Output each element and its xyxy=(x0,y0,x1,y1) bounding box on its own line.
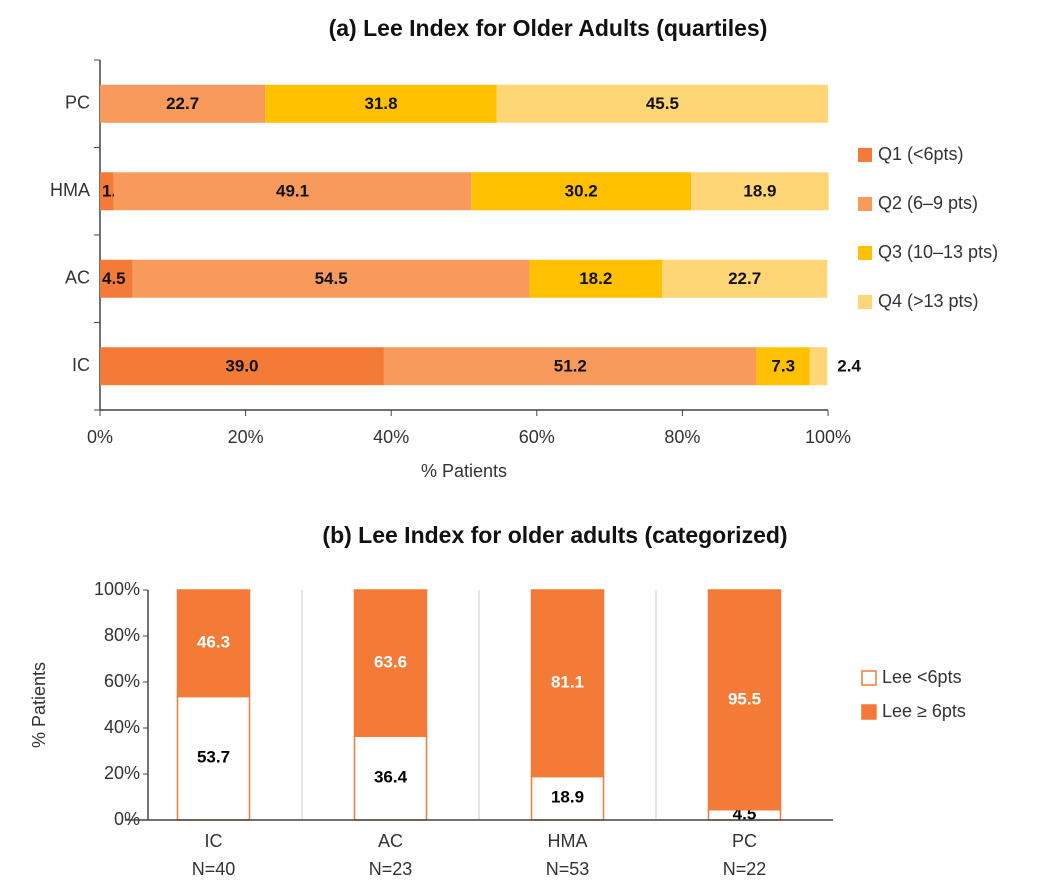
data-label: 54.5 xyxy=(315,269,348,288)
legend-label: Q4 (>13 pts) xyxy=(878,291,979,311)
x-tick-label: 40% xyxy=(373,427,409,447)
bar-segment xyxy=(707,589,782,811)
legend-swatch xyxy=(858,197,872,211)
data-label: 18.2 xyxy=(579,269,612,288)
y-tick-label: 20% xyxy=(104,763,140,783)
y-tick-label: HMA xyxy=(50,180,90,200)
x-tick-label: AC xyxy=(378,831,403,851)
legend-swatch xyxy=(861,670,877,686)
bar-segment xyxy=(530,589,605,778)
data-label: 46.3 xyxy=(197,633,230,652)
data-label: 30.2 xyxy=(565,182,598,201)
x-tick-label: HMA xyxy=(548,831,588,851)
data-label: 7.3 xyxy=(771,357,795,376)
legend-label: Q1 (<6pts) xyxy=(878,144,964,164)
bar-segment xyxy=(756,347,810,386)
legend-label: Q3 (10–13 pts) xyxy=(878,242,998,262)
bar-segment xyxy=(809,347,828,386)
bar-segment xyxy=(100,347,384,386)
x-tick-sublabel: N=23 xyxy=(369,859,413,879)
bar-segment xyxy=(132,259,530,298)
data-label: 18.9 xyxy=(743,182,776,201)
x-tick-sublabel: N=22 xyxy=(723,859,767,879)
data-label: 53.7 xyxy=(197,748,230,767)
x-tick-label: PC xyxy=(732,831,757,851)
chart-title: (b) Lee Index for older adults (categori… xyxy=(322,522,787,548)
bar-segment xyxy=(471,172,692,211)
chart-title: (a) Lee Index for Older Adults (quartile… xyxy=(329,15,768,41)
x-tick-sublabel: N=40 xyxy=(192,859,236,879)
y-tick-label: IC xyxy=(72,355,90,375)
legend-label: Q2 (6–9 pts) xyxy=(878,193,978,213)
data-label: 31.8 xyxy=(364,94,397,113)
x-tick-label: 60% xyxy=(519,427,555,447)
bar-segment xyxy=(496,84,828,123)
legend-swatch xyxy=(861,704,877,720)
data-label: 22.7 xyxy=(728,269,761,288)
bar-segment xyxy=(691,172,829,211)
legend-swatch xyxy=(858,148,872,162)
bar-segment xyxy=(100,259,133,298)
legend-swatch xyxy=(858,246,872,260)
x-tick-sublabel: N=53 xyxy=(546,859,590,879)
x-tick-label: 20% xyxy=(228,427,264,447)
x-tick-label: 0% xyxy=(87,427,113,447)
x-tick-label: IC xyxy=(205,831,223,851)
y-axis-label: % Patients xyxy=(29,662,49,748)
data-label: 39.0 xyxy=(225,357,258,376)
data-label: 2.4 xyxy=(837,357,861,376)
bar-segment xyxy=(529,259,663,298)
bar-segment xyxy=(113,172,472,211)
y-tick-label: 80% xyxy=(104,625,140,645)
bar-segment xyxy=(265,84,497,123)
data-label: 95.5 xyxy=(728,689,761,708)
data-label: 81.1 xyxy=(551,673,584,692)
y-tick-label: 100% xyxy=(94,579,140,599)
y-tick-label: 0% xyxy=(114,809,140,829)
data-label: 36.4 xyxy=(374,768,408,787)
x-tick-label: 80% xyxy=(664,427,700,447)
y-tick-label: 40% xyxy=(104,717,140,737)
bar-segment xyxy=(383,347,757,386)
bar-segment xyxy=(100,172,114,211)
data-label: 22.7 xyxy=(166,94,199,113)
y-tick-label: 60% xyxy=(104,671,140,691)
legend-swatch xyxy=(858,295,872,309)
y-tick-label: PC xyxy=(65,93,90,113)
bar-segment xyxy=(353,589,428,738)
data-label: 18.9 xyxy=(551,788,584,807)
data-label: 49.1 xyxy=(276,182,309,201)
data-label: 45.5 xyxy=(646,94,679,113)
y-tick-label: AC xyxy=(65,268,90,288)
data-label: 51.2 xyxy=(554,357,587,376)
data-label: 4.5 xyxy=(102,269,126,288)
data-label: 63.6 xyxy=(374,653,407,672)
bar-segment xyxy=(662,259,828,298)
bar-segment xyxy=(100,84,266,123)
bar-segment xyxy=(530,775,605,821)
x-tick-label: 100% xyxy=(805,427,851,447)
legend-label: Lee <6pts xyxy=(882,667,962,687)
legend-label: Lee ≥ 6pts xyxy=(882,701,966,721)
x-axis-label: % Patients xyxy=(421,461,507,481)
bar-segment xyxy=(176,589,251,698)
